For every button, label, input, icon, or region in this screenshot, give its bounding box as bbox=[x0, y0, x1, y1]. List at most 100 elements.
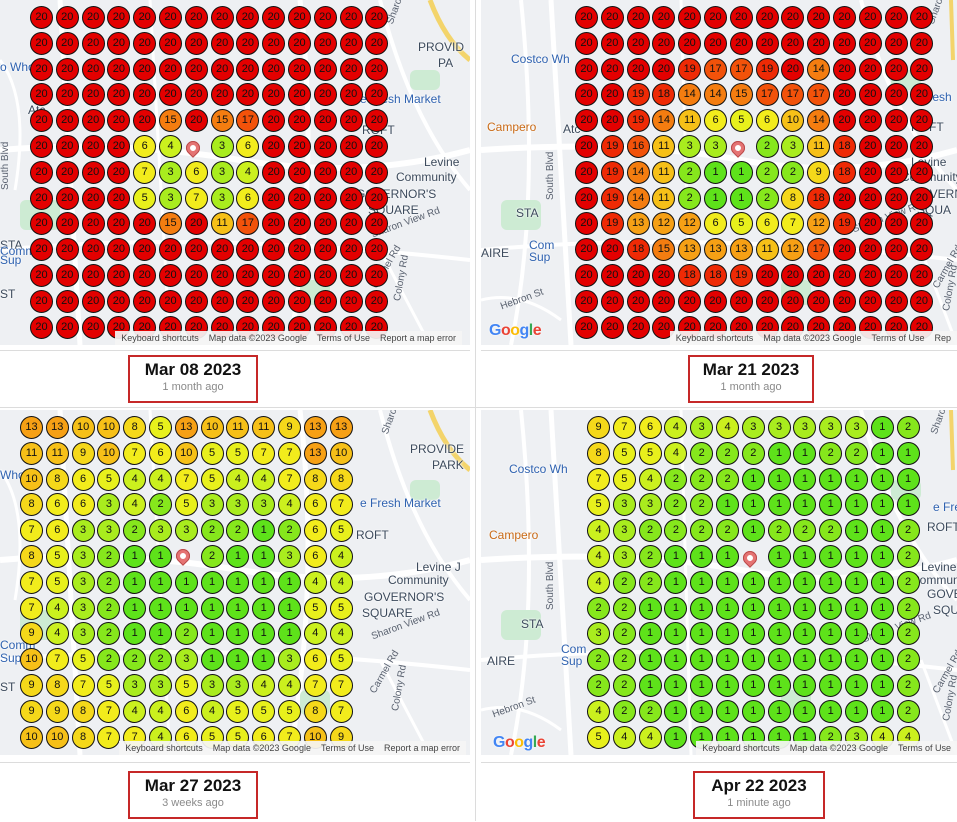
rank-dot[interactable]: 20 bbox=[910, 109, 934, 133]
rank-dot[interactable]: 20 bbox=[807, 264, 831, 287]
rank-dot[interactable]: 1 bbox=[767, 570, 791, 594]
rank-dot[interactable]: 20 bbox=[575, 264, 598, 287]
rank-dot[interactable]: 20 bbox=[575, 315, 598, 339]
rank-dot[interactable]: 7 bbox=[184, 186, 208, 210]
rank-dot[interactable]: 11 bbox=[226, 416, 250, 439]
rank-dot[interactable]: 1 bbox=[819, 648, 843, 672]
rank-dot[interactable]: 20 bbox=[833, 238, 856, 262]
rank-dot[interactable]: 20 bbox=[210, 289, 234, 313]
rank-dot[interactable]: 7 bbox=[587, 467, 610, 491]
rank-dot[interactable]: 1 bbox=[729, 186, 753, 210]
rank-dot[interactable]: 5 bbox=[252, 699, 276, 723]
rank-dot[interactable]: 20 bbox=[184, 238, 208, 262]
rank-dot[interactable]: 3 bbox=[781, 135, 805, 158]
rank-dot[interactable]: 2 bbox=[612, 570, 636, 594]
rank-dot[interactable]: 20 bbox=[781, 31, 805, 55]
rank-dot[interactable]: 20 bbox=[210, 83, 234, 107]
map-view[interactable]: Sharon Ln PROVIDE PARK Whole e Fresh Market R… bbox=[0, 410, 470, 755]
rank-dot[interactable]: 1 bbox=[845, 674, 868, 697]
rank-dot[interactable]: 20 bbox=[833, 31, 856, 55]
rank-dot[interactable]: 20 bbox=[236, 31, 260, 55]
rank-dot[interactable]: 1 bbox=[793, 622, 817, 646]
rank-dot[interactable]: 14 bbox=[626, 160, 650, 184]
rank-dot[interactable]: 2 bbox=[97, 570, 121, 594]
rank-dot[interactable]: 8 bbox=[123, 416, 147, 439]
rank-dot[interactable]: 20 bbox=[858, 57, 882, 81]
rank-dot[interactable]: 10 bbox=[781, 109, 805, 133]
rank-dot[interactable]: 20 bbox=[858, 212, 882, 236]
rank-dot[interactable]: 5 bbox=[329, 648, 353, 672]
rank-dot[interactable]: 1 bbox=[870, 596, 894, 620]
rank-dot[interactable]: 5 bbox=[729, 109, 753, 133]
rank-dot[interactable]: 20 bbox=[30, 186, 53, 210]
rank-dot[interactable]: 20 bbox=[575, 135, 598, 158]
rank-dot[interactable]: 19 bbox=[833, 212, 856, 236]
rank-dot[interactable]: 3 bbox=[210, 135, 234, 158]
rank-dot[interactable]: 1 bbox=[278, 596, 301, 620]
rank-dot[interactable]: 20 bbox=[133, 238, 157, 262]
rank-dot[interactable]: 7 bbox=[781, 212, 805, 236]
rank-dot[interactable]: 2 bbox=[587, 648, 610, 672]
rank-dot[interactable]: 2 bbox=[716, 441, 739, 465]
rank-dot[interactable]: 20 bbox=[81, 83, 105, 107]
rank-dot[interactable]: 1 bbox=[870, 699, 894, 723]
rank-dot[interactable]: 10 bbox=[20, 467, 43, 491]
rank-dot[interactable]: 1 bbox=[690, 596, 714, 620]
rank-dot[interactable]: 20 bbox=[184, 212, 208, 236]
rank-dot[interactable]: 1 bbox=[767, 441, 791, 465]
rank-dot[interactable]: 20 bbox=[81, 315, 105, 339]
rank-dot[interactable]: 20 bbox=[910, 289, 934, 313]
rank-dot[interactable]: 20 bbox=[30, 212, 53, 236]
rank-dot[interactable]: 3 bbox=[638, 493, 662, 517]
rank-dot[interactable]: 1 bbox=[638, 648, 662, 672]
rank-dot[interactable]: 20 bbox=[236, 83, 260, 107]
rank-dot[interactable]: 1 bbox=[123, 596, 147, 620]
rank-dot[interactable]: 7 bbox=[133, 160, 157, 184]
rank-dot[interactable]: 20 bbox=[575, 289, 598, 313]
rank-dot[interactable]: 3 bbox=[71, 596, 95, 620]
rank-dot[interactable]: 20 bbox=[858, 238, 882, 262]
rank-dot[interactable]: 4 bbox=[638, 467, 662, 491]
rank-dot[interactable]: 19 bbox=[600, 186, 624, 210]
rank-dot[interactable]: 15 bbox=[729, 83, 753, 107]
rank-dot[interactable]: 20 bbox=[884, 6, 908, 29]
rank-dot[interactable]: 1 bbox=[793, 467, 817, 491]
rank-dot[interactable]: 1 bbox=[845, 493, 868, 517]
rank-dot[interactable]: 20 bbox=[313, 135, 337, 158]
rank-dot[interactable]: 20 bbox=[107, 83, 131, 107]
rank-dot[interactable]: 20 bbox=[600, 31, 624, 55]
rank-dot[interactable]: 13 bbox=[20, 416, 43, 439]
rank-dot[interactable]: 20 bbox=[755, 264, 779, 287]
rank-dot[interactable]: 15 bbox=[159, 212, 182, 236]
rank-dot[interactable]: 20 bbox=[30, 83, 53, 107]
rank-dot[interactable]: 20 bbox=[575, 160, 598, 184]
rank-dot[interactable]: 20 bbox=[313, 212, 337, 236]
rank-dot[interactable]: 4 bbox=[329, 622, 353, 646]
rank-dot[interactable]: 20 bbox=[858, 160, 882, 184]
rank-dot[interactable]: 20 bbox=[313, 57, 337, 81]
rank-dot[interactable]: 20 bbox=[833, 109, 856, 133]
rank-dot[interactable]: 2 bbox=[896, 545, 920, 568]
rank-dot[interactable]: 10 bbox=[174, 441, 198, 465]
rank-dot[interactable]: 3 bbox=[278, 545, 301, 568]
rank-dot[interactable]: 4 bbox=[200, 699, 224, 723]
rank-dot[interactable]: 20 bbox=[262, 83, 286, 107]
rank-dot[interactable]: 1 bbox=[716, 648, 739, 672]
rank-dot[interactable]: 14 bbox=[652, 109, 676, 133]
rank-dot[interactable]: 20 bbox=[236, 57, 260, 81]
rank-dot[interactable]: 20 bbox=[884, 135, 908, 158]
rank-dot[interactable]: 1 bbox=[793, 699, 817, 723]
rank-dot[interactable]: 20 bbox=[575, 57, 598, 81]
rank-dot[interactable]: 6 bbox=[236, 135, 260, 158]
rank-dot[interactable]: 6 bbox=[174, 699, 198, 723]
rank-dot[interactable]: 20 bbox=[339, 31, 363, 55]
rank-dot[interactable]: 20 bbox=[159, 289, 182, 313]
rank-dot[interactable]: 4 bbox=[278, 674, 301, 697]
rank-dot[interactable]: 2 bbox=[896, 416, 920, 439]
rank-dot[interactable]: 5 bbox=[97, 467, 121, 491]
map-footer-link[interactable]: Map data ©2023 Google bbox=[208, 333, 307, 343]
rank-dot[interactable]: 20 bbox=[159, 264, 182, 287]
rank-dot[interactable]: 20 bbox=[81, 212, 105, 236]
rank-dot[interactable]: 1 bbox=[741, 467, 765, 491]
rank-dot[interactable]: 2 bbox=[767, 519, 791, 543]
